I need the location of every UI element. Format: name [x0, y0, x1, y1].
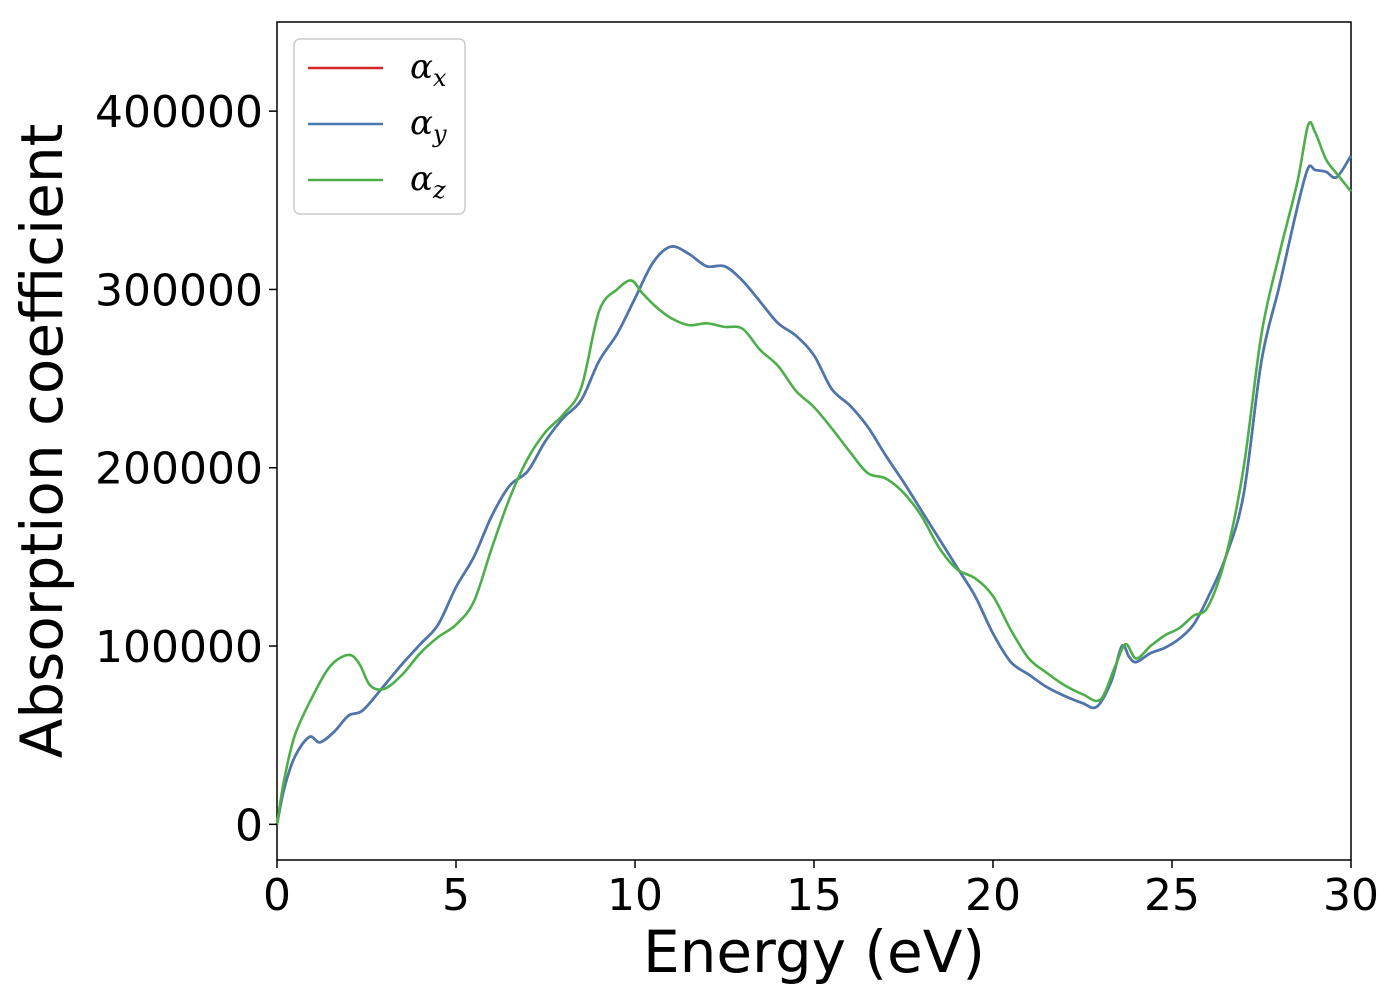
x-axis-ticks: 0 5 10 15 20 25 30 [263, 860, 1379, 921]
y-axis-label: Absorption coefficient [8, 124, 76, 759]
x-tick-label: 0 [263, 870, 291, 921]
y-tick-label: 100000 [95, 622, 263, 673]
y-axis-ticks: 0 100000 200000 300000 400000 [95, 87, 277, 851]
y-tick-label: 400000 [95, 87, 263, 138]
x-tick-label: 25 [1144, 870, 1200, 921]
y-tick-label: 200000 [95, 444, 263, 495]
x-tick-label: 20 [965, 870, 1021, 921]
legend-box [293, 38, 466, 215]
x-tick-label: 30 [1323, 870, 1379, 921]
x-tick-label: 15 [786, 870, 842, 921]
series-layer [275, 120, 1353, 825]
series-line-alpha-y [275, 154, 1353, 825]
x-tick-label: 10 [607, 870, 663, 921]
y-tick-label: 300000 [95, 265, 263, 316]
x-tick-label: 5 [442, 870, 470, 921]
series-line-alpha-x [275, 154, 1353, 825]
series-line-alpha-z [275, 120, 1353, 825]
x-axis-label: Energy (eV) [643, 918, 985, 986]
y-tick-label: 0 [235, 800, 263, 851]
